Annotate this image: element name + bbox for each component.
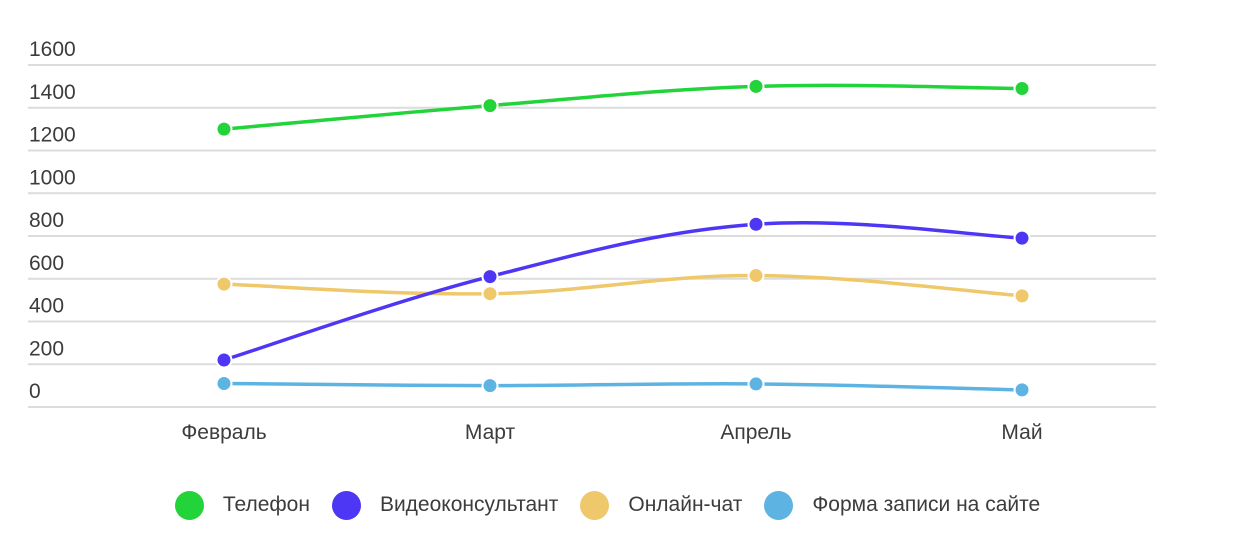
- data-point[interactable]: [481, 285, 499, 303]
- data-point[interactable]: [215, 275, 233, 293]
- legend-dot-icon: [331, 490, 361, 520]
- data-point[interactable]: [1013, 381, 1031, 399]
- series-line: [222, 83, 1024, 131]
- data-point[interactable]: [1013, 80, 1031, 98]
- legend-dot-icon: [580, 490, 610, 520]
- legend-item-website-form[interactable]: Форма записи на сайте: [764, 490, 1041, 520]
- data-point[interactable]: [215, 374, 233, 392]
- data-point[interactable]: [215, 351, 233, 369]
- data-point[interactable]: [481, 377, 499, 395]
- legend-item-online-chat[interactable]: Онлайн-чат: [580, 490, 743, 520]
- series-lines: [215, 77, 1031, 399]
- data-point[interactable]: [1013, 229, 1031, 247]
- x-tick-label: Февраль: [181, 421, 266, 444]
- data-point[interactable]: [747, 267, 765, 285]
- series-0: [215, 77, 1031, 138]
- series-line: [222, 220, 1024, 362]
- y-tick-label: 400: [29, 295, 64, 318]
- data-point[interactable]: [481, 97, 499, 115]
- y-tick-label: 1000: [29, 166, 76, 189]
- y-tick-label: 600: [29, 252, 64, 275]
- series-3: [215, 374, 1031, 399]
- legend: Телефон Видеоконсультант Онлайн-чат Форм…: [0, 485, 1237, 525]
- legend-label: Форма записи на сайте: [812, 493, 1041, 516]
- legend-label: Телефон: [222, 493, 310, 516]
- x-axis-ticks: Февраль Март Апрель Май: [181, 421, 1042, 444]
- gridlines: [28, 64, 1156, 408]
- data-point[interactable]: [747, 215, 765, 233]
- y-tick-label: 800: [29, 209, 64, 232]
- y-tick-label: 1600: [29, 38, 76, 61]
- data-point[interactable]: [747, 77, 765, 95]
- series-line: [222, 273, 1024, 298]
- x-tick-label: Май: [1001, 421, 1042, 444]
- legend-dot-icon: [764, 490, 794, 520]
- data-point[interactable]: [1013, 287, 1031, 305]
- legend-dot-icon: [174, 490, 204, 520]
- series-2: [215, 267, 1031, 305]
- legend-item-video-consultant[interactable]: Видеоконсультант: [331, 490, 559, 520]
- legend-label: Видеоконсультант: [379, 493, 559, 516]
- data-point[interactable]: [747, 375, 765, 393]
- y-tick-label: 200: [29, 337, 64, 360]
- line-chart: 0 200 400 600 800 1000 1200 1400 1600 Февраль Мар…: [28, 38, 1156, 444]
- y-tick-label: 1200: [29, 124, 76, 147]
- x-tick-label: Март: [465, 421, 516, 444]
- data-point[interactable]: [215, 120, 233, 138]
- y-axis-ticks: 0 200 400 600 800 1000 1200 1400 1600: [29, 38, 76, 403]
- series-1: [215, 215, 1031, 369]
- y-tick-label: 1400: [29, 81, 76, 104]
- data-point[interactable]: [481, 268, 499, 286]
- legend-item-phone[interactable]: Телефон: [174, 490, 310, 520]
- y-tick-label: 0: [29, 380, 41, 403]
- legend-label: Онлайн-чат: [628, 493, 743, 516]
- x-tick-label: Апрель: [720, 421, 791, 444]
- series-line: [222, 381, 1024, 392]
